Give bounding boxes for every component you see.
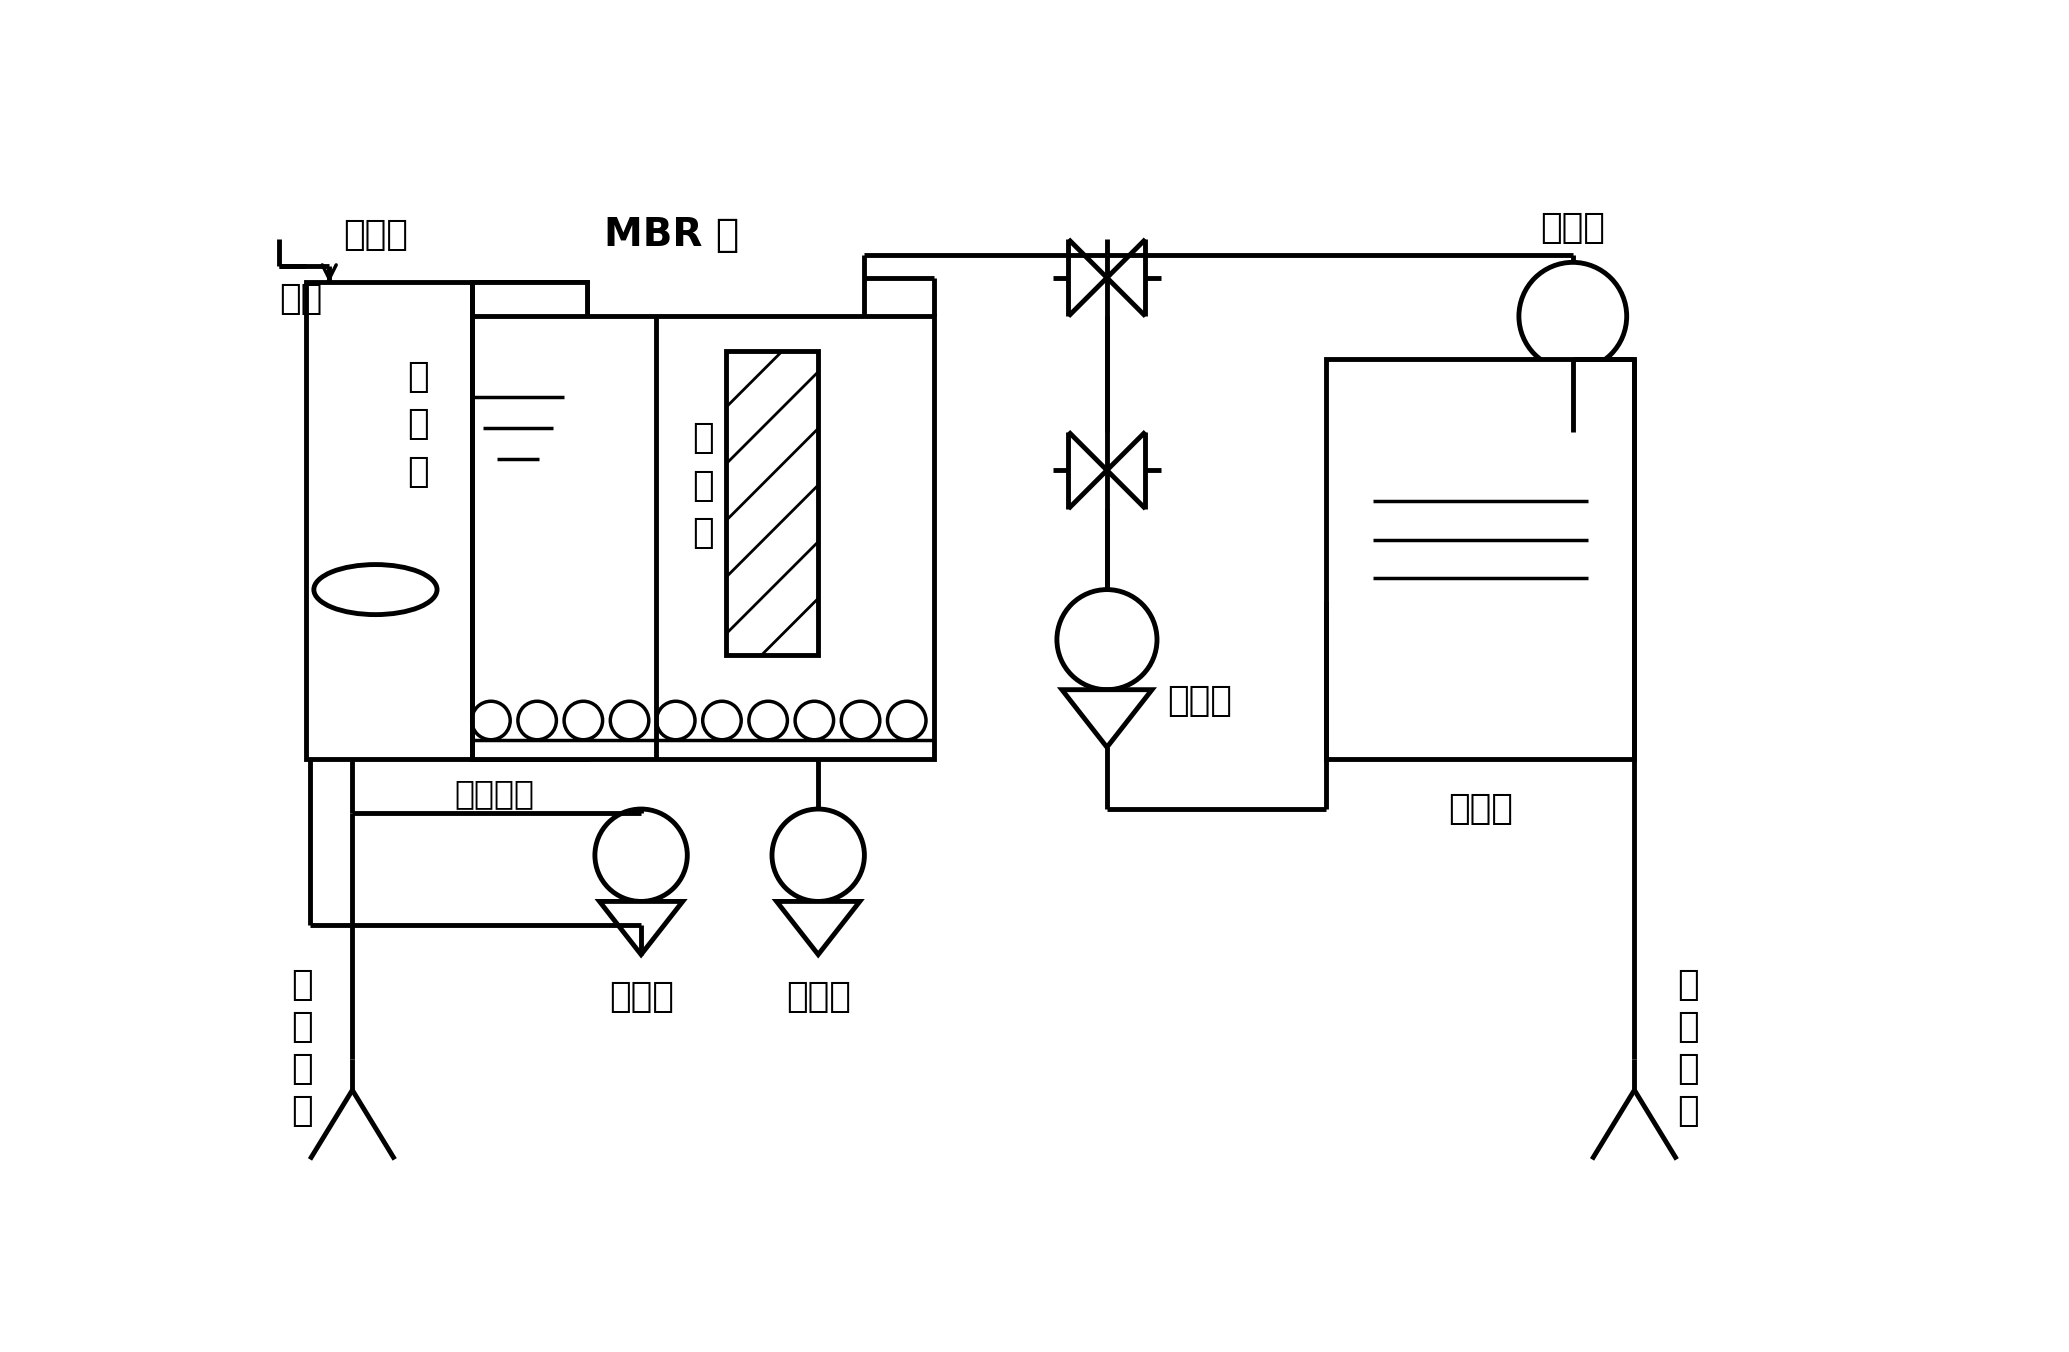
Bar: [472, 316, 933, 758]
Text: 鼓风机: 鼓风机: [786, 980, 850, 1014]
Circle shape: [749, 702, 788, 740]
Circle shape: [1057, 589, 1157, 690]
Bar: [472, 281, 588, 758]
Text: 污泥循环: 污泥循环: [455, 777, 534, 810]
Ellipse shape: [314, 565, 437, 615]
Polygon shape: [600, 902, 683, 955]
Text: 膜
组
件: 膜 组 件: [691, 420, 714, 550]
Polygon shape: [1525, 370, 1622, 433]
Text: MBR 池: MBR 池: [604, 216, 739, 254]
Text: 污泥泵: 污泥泵: [608, 980, 674, 1014]
Circle shape: [842, 702, 879, 740]
Bar: [306, 281, 588, 758]
Circle shape: [517, 702, 557, 740]
Circle shape: [565, 702, 602, 740]
Text: 搅
拌
器: 搅 拌 器: [408, 360, 428, 488]
Text: 污
泥
排
放: 污 泥 排 放: [292, 968, 312, 1128]
Circle shape: [610, 702, 650, 740]
Circle shape: [1519, 262, 1626, 370]
Bar: [1326, 358, 1635, 758]
Circle shape: [703, 702, 741, 740]
Circle shape: [596, 808, 687, 902]
Text: 废水: 废水: [279, 281, 323, 315]
Circle shape: [772, 808, 865, 902]
Text: 抽吸泵: 抽吸泵: [1167, 684, 1231, 718]
Circle shape: [888, 702, 927, 740]
Text: 产水池: 产水池: [1448, 792, 1512, 826]
Bar: [726, 352, 817, 654]
Text: 反洗泵: 反洗泵: [1539, 211, 1606, 245]
Text: 产
水
排
放: 产 水 排 放: [1678, 968, 1699, 1128]
Circle shape: [472, 702, 511, 740]
Circle shape: [656, 702, 695, 740]
Polygon shape: [1061, 690, 1152, 748]
Circle shape: [794, 702, 834, 740]
Text: 厌氧池: 厌氧池: [343, 219, 408, 253]
Polygon shape: [776, 902, 861, 955]
